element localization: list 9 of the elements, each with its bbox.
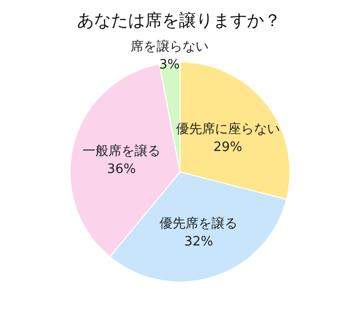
data-label: 3% [159, 57, 180, 72]
data-label: 36% [106, 162, 136, 177]
slice-label: 優先席を譲る [160, 216, 238, 232]
slice-label: 優先席に座らない [176, 120, 280, 137]
data-label: 32% [184, 234, 214, 250]
data-label: 29% [213, 140, 242, 155]
chart-title: あなたは席を譲りますか？ [77, 11, 281, 31]
slice-label: 席を譲らない [130, 38, 208, 54]
slice-label: 一般席を譲る [82, 142, 160, 159]
